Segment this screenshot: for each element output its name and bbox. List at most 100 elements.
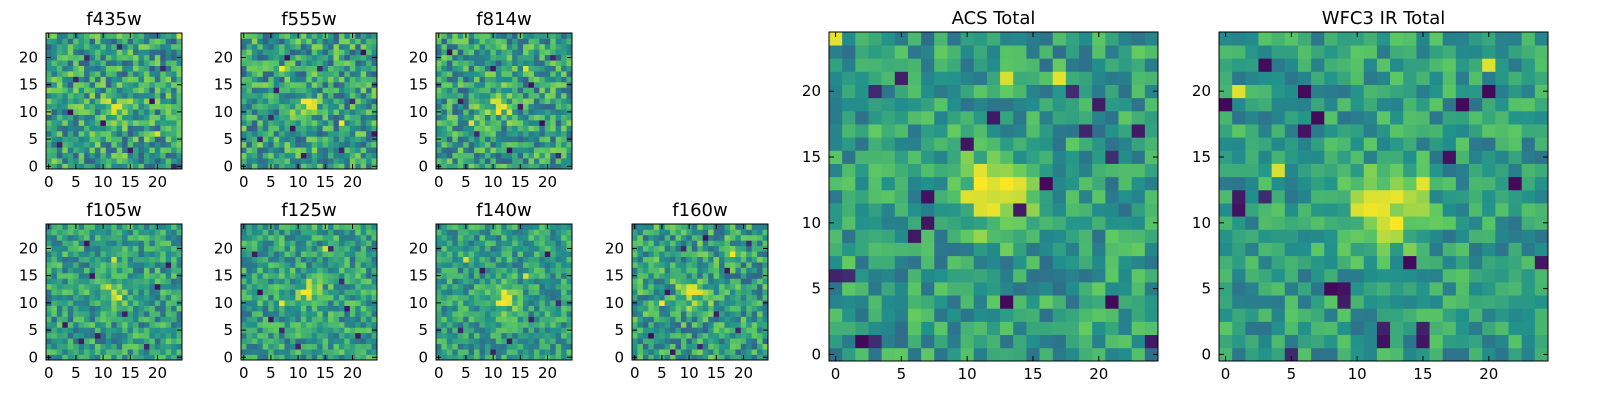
heatmap-cell <box>306 103 313 110</box>
heatmap-cell <box>84 349 90 355</box>
heatmap-cell <box>664 338 671 345</box>
heatmap-cell <box>111 338 118 345</box>
heatmap-cell <box>1000 255 1014 270</box>
heatmap-cell <box>490 76 497 83</box>
heatmap-cell <box>306 130 313 137</box>
heatmap-cell <box>355 109 362 115</box>
heatmap-cell <box>105 163 112 170</box>
heatmap-cell <box>501 234 508 241</box>
heatmap-cell <box>539 354 546 361</box>
heatmap-cell <box>894 282 909 296</box>
heatmap-cell <box>322 283 329 290</box>
heatmap-cell <box>740 278 747 285</box>
heatmap-cell <box>338 141 345 148</box>
heatmap-cell <box>338 245 345 252</box>
heatmap-cell <box>241 125 247 132</box>
heatmap-cell <box>1052 163 1067 178</box>
heatmap-cell <box>653 240 660 247</box>
heatmap-cell <box>468 87 475 94</box>
heatmap-cell <box>436 256 442 263</box>
heatmap-cell <box>51 49 58 56</box>
heatmap-cell <box>127 147 134 154</box>
heatmap-cell <box>566 321 573 328</box>
heatmap-cell <box>1026 295 1040 309</box>
heatmap-cell <box>246 283 253 290</box>
heatmap-cell <box>62 33 69 39</box>
heatmap-cell <box>441 343 448 350</box>
heatmap-cell <box>501 54 508 61</box>
heatmap-cell <box>561 98 567 105</box>
heatmap-cell <box>484 120 491 126</box>
heatmap-cell <box>697 321 704 328</box>
heatmap-cell <box>251 109 258 115</box>
heatmap-cell <box>484 109 491 115</box>
heatmap-cell <box>241 240 247 247</box>
heatmap-cell <box>490 343 497 350</box>
heatmap-cell <box>333 278 340 285</box>
heatmap-cell <box>468 311 475 317</box>
heatmap-cell <box>251 49 258 56</box>
heatmap-cell <box>149 49 156 56</box>
heatmap-cell <box>533 147 540 154</box>
heatmap-cell <box>67 120 74 126</box>
heatmap-cell <box>122 76 128 83</box>
heatmap-cell <box>512 272 518 279</box>
heatmap-cell <box>333 120 340 126</box>
heatmap-cell <box>56 305 63 312</box>
heatmap-cell <box>855 347 869 362</box>
heatmap-cell <box>289 71 296 77</box>
heatmap-cell <box>89 262 96 268</box>
heatmap-cell <box>84 136 90 143</box>
heatmap-cell <box>133 125 139 132</box>
heatmap-cell <box>463 262 469 268</box>
heatmap-cell <box>724 332 731 339</box>
heatmap-cell <box>257 245 264 252</box>
heatmap-cell <box>501 103 508 110</box>
heatmap-cell <box>344 33 351 39</box>
heatmap-cell <box>708 294 714 301</box>
heatmap-cell <box>934 334 948 349</box>
heatmap-cell <box>637 278 644 285</box>
heatmap-cell <box>257 109 264 115</box>
heatmap-cell <box>528 332 535 339</box>
heatmap-cell <box>94 354 101 361</box>
heatmap-cell <box>697 311 704 317</box>
heatmap-cell <box>436 262 442 268</box>
heatmap-cell <box>289 81 296 88</box>
heatmap-cell <box>116 283 123 290</box>
heatmap-cell <box>355 349 362 355</box>
heatmap-cell <box>149 147 156 154</box>
heatmap-cell <box>484 65 491 72</box>
heatmap-cell <box>279 256 285 263</box>
heatmap-cell <box>702 267 709 274</box>
heatmap-cell <box>322 43 329 50</box>
heatmap-cell <box>751 321 758 328</box>
heatmap-cell <box>740 256 747 263</box>
heatmap-cell <box>479 141 486 148</box>
heatmap-cell <box>176 289 183 296</box>
heatmap-cell <box>371 332 378 339</box>
heatmap-cell <box>441 289 448 296</box>
heatmap-cell <box>686 316 693 323</box>
heatmap-cell <box>366 283 372 290</box>
heatmap-cell <box>51 158 58 164</box>
heatmap-cell <box>555 54 562 61</box>
heatmap-cell <box>868 347 882 362</box>
heatmap-cell <box>143 224 150 230</box>
heatmap-cell <box>533 49 540 56</box>
heatmap-cell <box>143 316 150 323</box>
heatmap-cell <box>495 54 502 61</box>
heatmap-cell <box>533 289 540 296</box>
heatmap-cell <box>566 152 573 159</box>
heatmap-cell <box>317 327 323 334</box>
heatmap-cell <box>268 267 274 274</box>
heatmap-cell <box>457 163 464 170</box>
heatmap-cell <box>154 305 161 312</box>
heatmap-cell <box>165 267 172 274</box>
heatmap-cell <box>241 294 247 301</box>
y-tick-label: 5 <box>28 130 38 148</box>
heatmap-cell <box>528 76 535 83</box>
heatmap-cell <box>56 49 63 56</box>
heatmap-cell <box>284 136 291 143</box>
heatmap-cell <box>56 332 63 339</box>
